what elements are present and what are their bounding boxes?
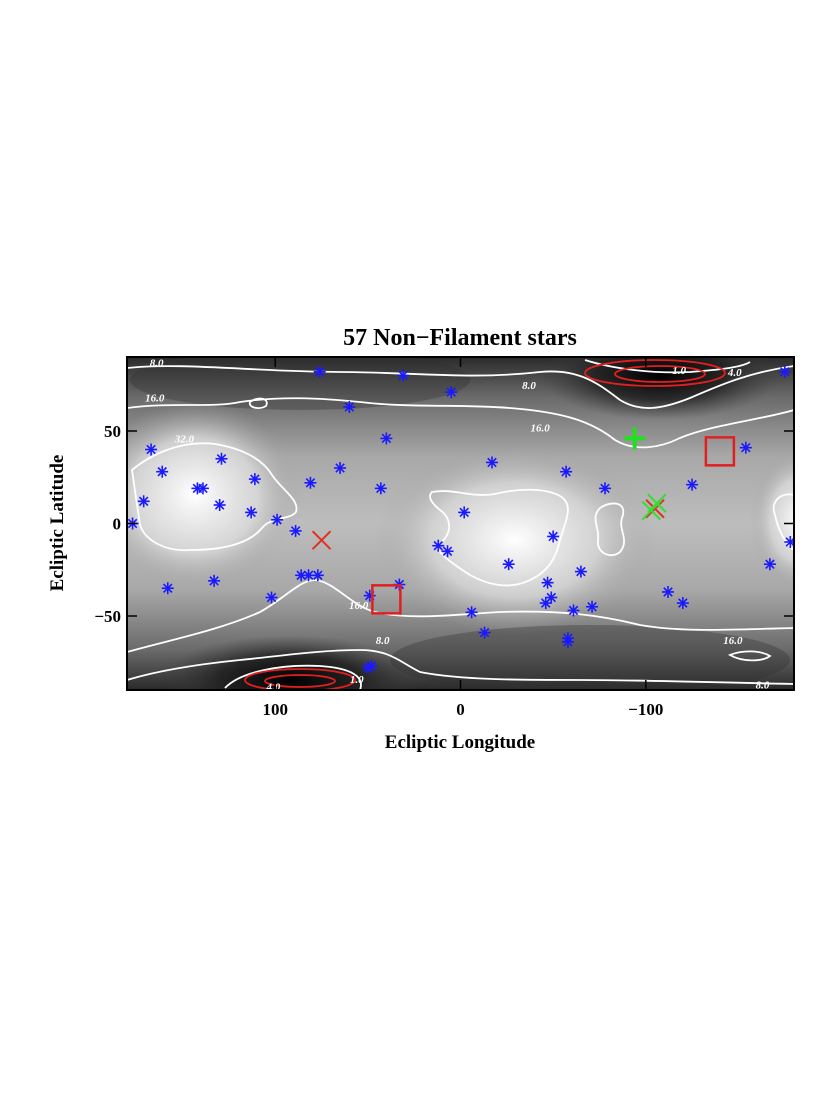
contour-label: 4.0 [265, 681, 280, 693]
star-marker [539, 597, 552, 610]
y-axis-label: Ecliptic Latitude [47, 455, 68, 592]
contour-lines [127, 359, 794, 690]
contour-label: 8.0 [150, 358, 164, 370]
x-axis: 100 0 −100 [262, 357, 663, 719]
star-marker [343, 400, 356, 413]
star-marker [271, 513, 284, 526]
contour-32-edge [772, 493, 794, 551]
star-marker [380, 432, 393, 445]
x-tick-label: −100 [628, 700, 663, 719]
star-marker [156, 465, 169, 478]
contour-label: 16.0 [349, 600, 369, 612]
star-marker [248, 473, 261, 486]
star-marker [676, 597, 689, 610]
y-axis: 50 0 −50 [94, 422, 794, 626]
star-marker [778, 365, 791, 378]
contour-8-top [127, 365, 794, 409]
y-tick-label: 0 [113, 515, 122, 534]
star-marker [458, 506, 471, 519]
contour-32-mid [429, 488, 569, 587]
star-marker [313, 365, 326, 378]
star-marker [334, 462, 347, 474]
contour-label: 8.0 [756, 679, 770, 691]
star-marker [361, 661, 374, 674]
star-marker [561, 632, 574, 645]
star-marker [161, 582, 174, 595]
star-marker [432, 539, 445, 552]
star-marker [304, 476, 317, 489]
star-marker [567, 604, 580, 617]
star-marker [445, 386, 458, 399]
x-marker [641, 500, 662, 521]
star-marker [215, 452, 228, 465]
contour-8-bottom [127, 649, 794, 685]
contour-label: 16.0 [723, 635, 743, 647]
star-marker [599, 482, 612, 495]
contour-label: 8.0 [376, 635, 390, 647]
contour-label: 8.0 [522, 380, 536, 392]
y-tick-label: 50 [104, 422, 121, 441]
contour-label: 16.0 [145, 393, 165, 405]
x-axis-label: Ecliptic Longitude [385, 732, 535, 753]
contour-label: 4.0 [727, 367, 742, 379]
star-marker [145, 443, 158, 456]
star-marker [739, 441, 752, 454]
star-marker [397, 369, 410, 382]
star-marker [686, 478, 699, 491]
star-marker [502, 558, 515, 571]
contour-label: 32.0 [174, 433, 195, 445]
star-marker [137, 495, 150, 508]
x-marker [645, 498, 665, 519]
contour-16-bottom [127, 579, 794, 653]
contour-16-loop-bottom [727, 650, 772, 662]
star-marker [586, 600, 599, 613]
intensity-map [127, 357, 794, 690]
star-marker [374, 482, 387, 495]
contour-label: 16.0 [531, 422, 551, 434]
x-marker [311, 530, 332, 550]
star-marker [547, 530, 560, 543]
x-tick-label: 100 [262, 700, 288, 719]
star-marker [560, 465, 573, 478]
star-marker [213, 499, 226, 511]
chart-title: 57 Non−Filament stars [343, 325, 577, 351]
x-tick-label: 0 [456, 700, 465, 719]
star-marker [574, 565, 587, 578]
plus-marker [623, 427, 646, 450]
contour-lines-red [244, 359, 726, 690]
contour-label: 1.0 [672, 365, 686, 377]
contour-32-right [594, 502, 625, 557]
star-marker [265, 591, 278, 604]
contour-16-loop [248, 397, 268, 409]
star-marker [311, 569, 324, 582]
star-marker [541, 576, 554, 589]
square-marker [371, 584, 402, 615]
contour-32-left [131, 442, 298, 552]
contour-4-bottom [224, 664, 362, 690]
contour-label: 1.0 [350, 674, 364, 686]
contour-16-top [127, 397, 794, 449]
square-marker [704, 436, 736, 467]
star-marker [245, 506, 258, 519]
star-marker [763, 558, 776, 571]
star-marker [289, 524, 302, 537]
star-marker [662, 585, 675, 598]
data-markers [127, 365, 794, 674]
contour-labels: 8.0 8.0 16.0 16.0 32.0 1.0 4.0 16.0 8.0 16.0 1.0 4.… [145, 358, 770, 693]
star-marker [191, 482, 204, 495]
star-marker [441, 545, 454, 558]
star-marker [485, 456, 498, 469]
contour-4-top [584, 359, 751, 374]
y-tick-label: −50 [94, 607, 121, 626]
star-marker [478, 626, 491, 639]
star-marker [465, 606, 478, 619]
star-marker [208, 574, 221, 587]
